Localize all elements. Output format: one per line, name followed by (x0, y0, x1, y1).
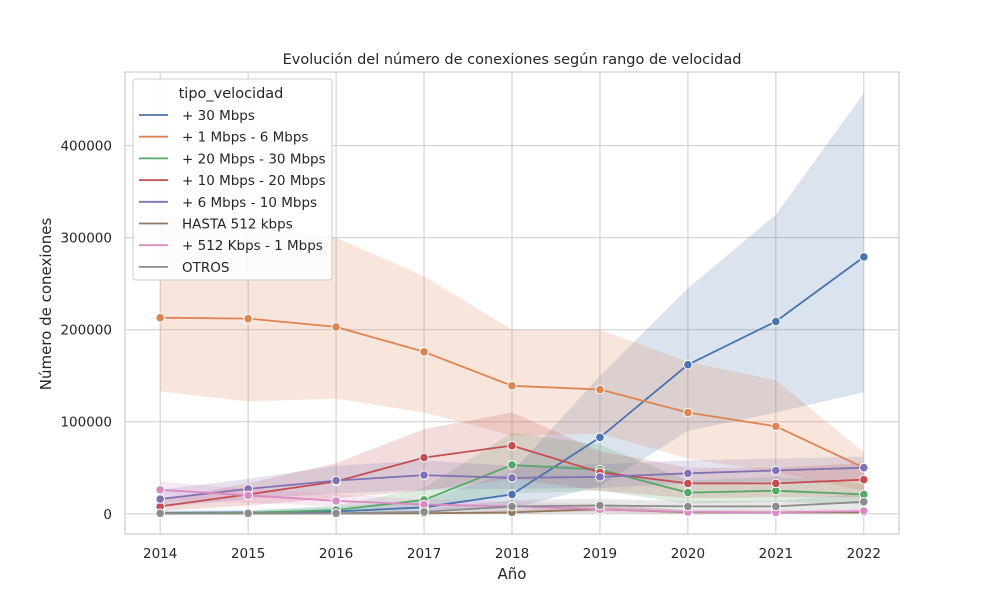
data-point (683, 407, 693, 418)
data-point (595, 472, 605, 482)
x-axis-label: Año (498, 565, 527, 583)
data-point (507, 460, 517, 470)
data-point (331, 322, 341, 332)
y-axis-label: Número de conexiones (37, 218, 55, 391)
data-point (683, 487, 693, 498)
data-point (243, 490, 253, 501)
data-point (243, 313, 253, 324)
data-point (771, 465, 781, 476)
data-point (595, 500, 605, 511)
data-point (595, 384, 605, 395)
y-tick-label: 300000 (60, 231, 112, 247)
y-tick-label: 0 (103, 507, 112, 523)
data-point (507, 489, 517, 500)
data-point (419, 470, 429, 480)
series-band (160, 214, 864, 491)
data-point (683, 478, 693, 489)
data-point (507, 381, 517, 391)
data-point (771, 478, 781, 489)
data-point (859, 506, 869, 516)
data-point (243, 508, 253, 519)
legend: tipo_velocidad + 30 Mbps + 1 Mbps - 6 Mbps… (132, 78, 333, 281)
data-point (859, 462, 869, 473)
legend-label: + 20 Mbps - 30 Mbps (182, 151, 326, 167)
series-group (155, 496, 869, 519)
data-point (419, 452, 429, 463)
data-point (331, 496, 341, 506)
data-point (419, 346, 429, 357)
data-point (155, 494, 165, 504)
x-tick-label: 2017 (407, 546, 441, 562)
data-point (771, 316, 781, 327)
x-tick-label: 2020 (671, 546, 705, 562)
data-point (859, 474, 869, 485)
data-point (331, 508, 341, 519)
data-point (331, 475, 341, 486)
x-tick-label: 2014 (143, 546, 177, 562)
y-tick-label: 400000 (60, 139, 112, 155)
data-point (155, 485, 165, 495)
data-point (507, 473, 517, 483)
data-point (507, 440, 517, 451)
data-point (859, 252, 869, 262)
legend-label: + 512 Kbps - 1 Mbps (182, 238, 323, 254)
x-tick-label: 2018 (495, 546, 529, 562)
legend-label: + 10 Mbps - 20 Mbps (182, 173, 326, 189)
legend-label: + 30 Mbps (182, 108, 255, 124)
data-point (155, 312, 165, 323)
data-point (419, 507, 429, 517)
data-point (155, 508, 165, 519)
series-group (155, 462, 869, 504)
x-tick-label: 2019 (583, 546, 617, 562)
legend-label: + 6 Mbps - 10 Mbps (182, 195, 317, 211)
data-point (683, 468, 693, 479)
legend-box (132, 78, 333, 281)
chart-title: Evolución del número de conexiones según… (283, 52, 742, 68)
data-point (683, 359, 693, 370)
data-point (595, 432, 605, 443)
y-tick-label: 200000 (60, 323, 112, 339)
legend-label: + 1 Mbps - 6 Mbps (182, 130, 308, 146)
data-point (771, 421, 781, 432)
x-tick-label: 2022 (847, 546, 881, 562)
data-point (771, 501, 781, 512)
data-point (859, 496, 869, 507)
y-tick-label: 100000 (60, 415, 112, 431)
plot-frame (124, 71, 900, 535)
data-point (683, 501, 693, 512)
x-tick-label: 2021 (759, 546, 793, 562)
legend-label: OTROS (182, 260, 229, 276)
x-tick-label: 2016 (319, 546, 353, 562)
legend-title: tipo_velocidad (179, 86, 284, 102)
data-point (507, 501, 517, 512)
x-tick-label: 2015 (231, 546, 265, 562)
legend-label: HASTA 512 kbps (182, 217, 293, 233)
